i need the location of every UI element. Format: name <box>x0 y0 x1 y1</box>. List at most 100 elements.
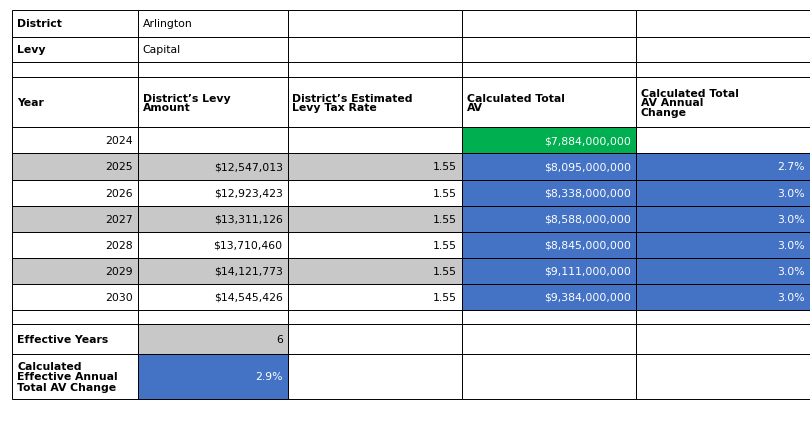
Bar <box>12 78 138 128</box>
Text: 1.55: 1.55 <box>433 293 457 302</box>
Text: Levy Tax Rate: Levy Tax Rate <box>292 103 377 113</box>
Bar <box>636 63 810 78</box>
Text: 3.0%: 3.0% <box>778 266 805 276</box>
Bar <box>636 154 810 180</box>
Text: 2029: 2029 <box>105 266 133 276</box>
Bar <box>12 63 138 78</box>
Text: Arlington: Arlington <box>143 20 192 29</box>
Bar <box>138 324 288 354</box>
Text: 2025: 2025 <box>105 162 133 172</box>
Bar <box>636 284 810 310</box>
Text: 1.55: 1.55 <box>433 188 457 198</box>
Text: $12,923,423: $12,923,423 <box>214 188 283 198</box>
Bar <box>636 180 810 206</box>
Text: District’s Levy: District’s Levy <box>143 93 230 103</box>
Bar <box>138 180 288 206</box>
Bar <box>462 232 636 258</box>
Text: 1.55: 1.55 <box>433 214 457 224</box>
Text: $13,311,126: $13,311,126 <box>214 214 283 224</box>
Text: Calculated: Calculated <box>17 361 82 371</box>
Text: 1.55: 1.55 <box>433 266 457 276</box>
Bar <box>138 258 288 284</box>
Bar <box>462 258 636 284</box>
Bar <box>636 232 810 258</box>
Text: 2028: 2028 <box>105 240 133 250</box>
Text: Effective Annual: Effective Annual <box>17 372 117 381</box>
Bar <box>462 324 636 354</box>
Text: 1.55: 1.55 <box>433 162 457 172</box>
Bar <box>462 284 636 310</box>
Bar <box>462 180 636 206</box>
Bar <box>288 38 462 63</box>
Text: District’s Estimated: District’s Estimated <box>292 93 413 103</box>
Bar <box>636 310 810 324</box>
Bar <box>636 128 810 154</box>
Bar <box>462 63 636 78</box>
Bar <box>636 206 810 232</box>
Text: 2026: 2026 <box>105 188 133 198</box>
Bar <box>12 128 138 154</box>
Text: 6: 6 <box>276 334 283 344</box>
Bar <box>288 128 462 154</box>
Text: 2030: 2030 <box>105 293 133 302</box>
Bar <box>288 63 462 78</box>
Bar <box>636 11 810 38</box>
Bar <box>636 324 810 354</box>
Text: 3.0%: 3.0% <box>778 214 805 224</box>
Text: $7,884,000,000: $7,884,000,000 <box>544 136 631 146</box>
Bar <box>288 11 462 38</box>
Bar <box>138 232 288 258</box>
Text: $14,545,426: $14,545,426 <box>214 293 283 302</box>
Bar <box>138 38 288 63</box>
Text: $12,547,013: $12,547,013 <box>214 162 283 172</box>
Bar <box>462 11 636 38</box>
Bar <box>636 38 810 63</box>
Bar <box>636 78 810 128</box>
Text: $14,121,773: $14,121,773 <box>214 266 283 276</box>
Text: 3.0%: 3.0% <box>778 240 805 250</box>
Bar <box>288 206 462 232</box>
Text: $8,095,000,000: $8,095,000,000 <box>544 162 631 172</box>
Bar <box>12 180 138 206</box>
Bar <box>288 78 462 128</box>
Bar <box>288 310 462 324</box>
Text: 1.55: 1.55 <box>433 240 457 250</box>
Text: 3.0%: 3.0% <box>778 293 805 302</box>
Bar <box>288 154 462 180</box>
Bar <box>462 206 636 232</box>
Bar <box>138 284 288 310</box>
Text: AV: AV <box>467 103 483 113</box>
Text: Change: Change <box>641 108 687 118</box>
Text: 2.9%: 2.9% <box>255 372 283 381</box>
Text: $8,845,000,000: $8,845,000,000 <box>544 240 631 250</box>
Bar <box>12 232 138 258</box>
Bar <box>462 354 636 399</box>
Bar <box>12 11 138 38</box>
Bar <box>288 258 462 284</box>
Text: Effective Years: Effective Years <box>17 334 109 344</box>
Bar <box>12 258 138 284</box>
Bar <box>138 154 288 180</box>
Text: 2024: 2024 <box>105 136 133 146</box>
Bar <box>138 11 288 38</box>
Bar <box>12 310 138 324</box>
Text: $9,111,000,000: $9,111,000,000 <box>544 266 631 276</box>
Text: Amount: Amount <box>143 103 190 113</box>
Bar <box>138 206 288 232</box>
Text: 2.7%: 2.7% <box>778 162 805 172</box>
Text: Calculated Total: Calculated Total <box>467 93 565 103</box>
Bar <box>462 38 636 63</box>
Bar <box>288 324 462 354</box>
Text: AV Annual: AV Annual <box>641 98 703 108</box>
Bar <box>138 128 288 154</box>
Text: Capital: Capital <box>143 46 181 55</box>
Bar <box>138 310 288 324</box>
Text: 3.0%: 3.0% <box>778 188 805 198</box>
Text: 2027: 2027 <box>105 214 133 224</box>
Bar <box>636 354 810 399</box>
Text: $8,338,000,000: $8,338,000,000 <box>544 188 631 198</box>
Text: Calculated Total: Calculated Total <box>641 89 739 99</box>
Text: Year: Year <box>17 98 44 108</box>
Bar <box>138 354 288 399</box>
Bar <box>12 284 138 310</box>
